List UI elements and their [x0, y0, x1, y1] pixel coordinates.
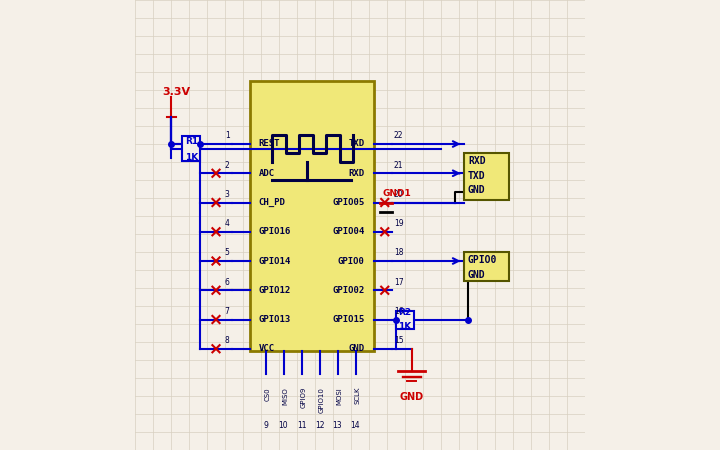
- Text: GPIO15: GPIO15: [332, 315, 364, 324]
- Text: 6: 6: [225, 278, 230, 287]
- Text: GPIO05: GPIO05: [332, 198, 364, 207]
- Text: ADC: ADC: [258, 169, 275, 178]
- Text: GND1: GND1: [382, 189, 411, 198]
- Text: GPIO12: GPIO12: [258, 286, 291, 295]
- Text: 15: 15: [394, 336, 403, 345]
- Text: 19: 19: [394, 219, 403, 228]
- Text: 16: 16: [394, 307, 403, 316]
- Text: 7: 7: [225, 307, 230, 316]
- Text: 13: 13: [333, 421, 342, 430]
- Text: 1: 1: [225, 131, 230, 140]
- Text: 1K: 1K: [398, 322, 412, 331]
- Text: GND: GND: [348, 344, 364, 353]
- Text: 9: 9: [263, 421, 268, 430]
- Text: SCLK: SCLK: [355, 387, 361, 405]
- Text: GPIO16: GPIO16: [258, 227, 291, 236]
- Bar: [396, 310, 414, 328]
- Text: GND: GND: [468, 270, 485, 279]
- Bar: [464, 153, 508, 200]
- Text: 2: 2: [225, 161, 230, 170]
- Text: 22: 22: [394, 131, 403, 140]
- Text: R2: R2: [398, 308, 412, 317]
- Text: 10: 10: [279, 421, 288, 430]
- Text: 3.3V: 3.3V: [162, 87, 190, 97]
- Bar: [464, 252, 508, 281]
- Text: GND: GND: [468, 185, 485, 195]
- Text: 18: 18: [394, 248, 403, 257]
- Text: 11: 11: [297, 421, 306, 430]
- Bar: [250, 81, 374, 351]
- Text: 1K: 1K: [184, 153, 198, 162]
- Text: RXD: RXD: [348, 169, 364, 178]
- Text: RXD: RXD: [468, 156, 485, 166]
- Text: 3: 3: [225, 190, 230, 199]
- Text: 12: 12: [315, 421, 324, 430]
- Bar: [182, 136, 200, 161]
- Text: CS0: CS0: [265, 387, 271, 400]
- Text: GPIO04: GPIO04: [332, 227, 364, 236]
- Text: GND: GND: [400, 392, 424, 401]
- Text: CH_PD: CH_PD: [258, 198, 286, 207]
- Text: GPIO13: GPIO13: [258, 315, 291, 324]
- Text: VCC: VCC: [258, 344, 275, 353]
- Text: R1: R1: [185, 137, 198, 146]
- Text: GPIO02: GPIO02: [332, 286, 364, 295]
- Text: REST: REST: [258, 140, 280, 148]
- Text: GPIO14: GPIO14: [258, 256, 291, 266]
- Text: 5: 5: [225, 248, 230, 257]
- Text: GPIO0: GPIO0: [468, 255, 498, 265]
- Text: 8: 8: [225, 336, 230, 345]
- Text: 17: 17: [394, 278, 403, 287]
- Text: GPIO0: GPIO0: [338, 256, 364, 266]
- Text: 21: 21: [394, 161, 403, 170]
- Text: 4: 4: [225, 219, 230, 228]
- Text: MISO: MISO: [283, 387, 289, 405]
- Text: 14: 14: [351, 421, 360, 430]
- Text: 20: 20: [394, 190, 403, 199]
- Text: MOSI: MOSI: [337, 387, 343, 405]
- Text: GPIO9: GPIO9: [301, 387, 307, 409]
- Text: TXD: TXD: [468, 171, 485, 180]
- Text: GPIO10: GPIO10: [319, 387, 325, 413]
- Text: TXD: TXD: [348, 140, 364, 148]
